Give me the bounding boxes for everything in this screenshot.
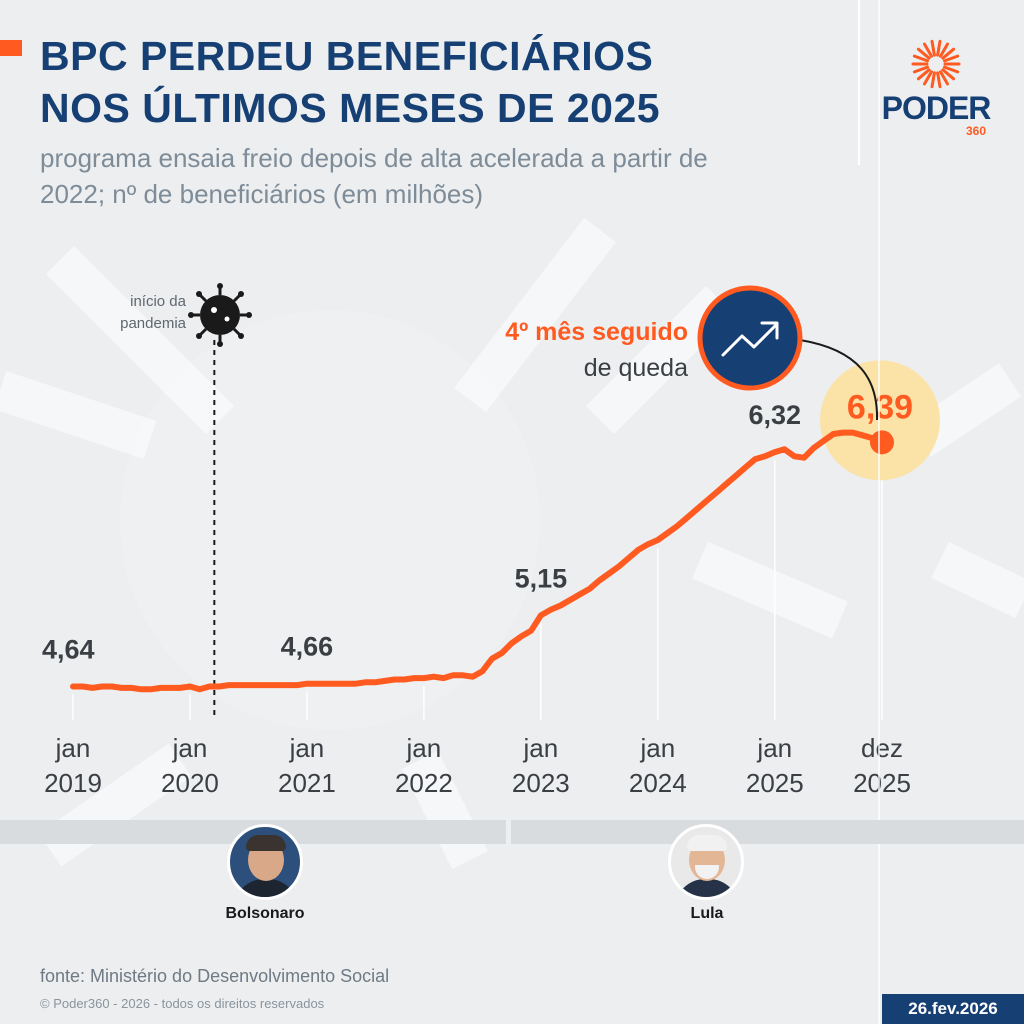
logo-ray <box>941 47 956 60</box>
chart-subtitle: programa ensaia freio depois de alta ace… <box>40 140 840 212</box>
pandemic-label-line1: início da <box>130 293 187 310</box>
data-label: 6,39 <box>847 388 913 426</box>
logo-ray <box>916 68 931 81</box>
tick-label-month: jan <box>172 733 208 763</box>
tick-label-month: jan <box>523 733 559 763</box>
chart-gridlines <box>72 450 883 720</box>
tick-label-year: 2025 <box>853 768 911 798</box>
tick-label-year: 2023 <box>512 768 570 798</box>
date-badge: 26.fev.2026 <box>882 994 1024 1024</box>
data-label: 6,32 <box>749 400 802 430</box>
tick-label-month: jan <box>639 733 675 763</box>
tick-label-month: jan <box>406 733 442 763</box>
trend-arrow-icon <box>697 285 803 391</box>
tick-label-month: jan <box>756 733 792 763</box>
x-axis-ticks: jan 2019 jan 2020 jan 2021 jan 2022 jan 2023 jan 20… <box>44 733 911 798</box>
series-line <box>70 429 885 693</box>
data-labels: 4,64 4,66 5,15 6,32 6,39 <box>42 388 913 664</box>
source-note: fonte: Ministério do Desenvolvimento Soc… <box>40 966 390 986</box>
logo-ray <box>930 71 936 89</box>
logo-word: PODER <box>881 90 992 126</box>
logo-ray <box>912 65 929 74</box>
subtitle-line2: 2022; nº de beneficiários (em milhões) <box>40 179 484 209</box>
tick-label-year: 2024 <box>629 768 687 798</box>
logo-ray <box>939 70 949 86</box>
title-line1: BPC PERDEU BENEFICIÁRIOS <box>40 33 654 79</box>
copyright-note: © Poder360 - 2026 - todos os direitos re… <box>40 996 325 1011</box>
lula-avatar <box>668 824 744 900</box>
background-decoration <box>0 217 1024 869</box>
tick-label-month: jan <box>55 733 91 763</box>
logo-ray <box>943 54 960 63</box>
tick-label-month: jan <box>289 733 325 763</box>
data-label: 4,64 <box>42 635 95 665</box>
logo-number: 360 <box>965 124 986 138</box>
data-label: 4,66 <box>281 632 334 662</box>
poder360-logo: PODER 360 <box>880 34 992 144</box>
callout-bold-text: 4º mês seguido <box>505 318 688 346</box>
pandemic-label-line2: pandemia <box>120 315 187 332</box>
tick-label-year: 2022 <box>395 768 453 798</box>
header-divider <box>858 0 860 165</box>
last-value-highlight <box>820 360 940 481</box>
logo-ray <box>939 42 949 58</box>
callout-connector <box>799 339 879 421</box>
lula-name: Lula <box>690 905 724 922</box>
logo-ray <box>912 54 929 63</box>
virus-icon <box>188 283 252 347</box>
sun-rays-icon <box>911 39 961 89</box>
tick-label-month: dez <box>861 733 903 763</box>
tick-label-year: 2020 <box>161 768 219 798</box>
highlight-circle <box>820 360 940 481</box>
logo-ray <box>923 70 933 86</box>
bolsonaro-avatar <box>227 824 303 900</box>
logo-ray <box>936 39 942 57</box>
tick-label-year: 2025 <box>746 768 804 798</box>
last-point-marker <box>870 430 894 455</box>
tick-label-year: 2019 <box>44 768 102 798</box>
logo-ray <box>941 68 956 81</box>
right-divider <box>878 0 880 1024</box>
title-accent-bar <box>0 40 22 56</box>
bolsonaro-name: Bolsonaro <box>225 905 305 922</box>
lula-term-band <box>511 820 1024 844</box>
logo-ray <box>923 42 933 58</box>
series-layer <box>70 429 894 693</box>
callout-text: de queda <box>584 354 688 382</box>
chart-title: BPC PERDEU BENEFICIÁRIOS NOS ÚLTIMOS MES… <box>40 30 800 134</box>
subtitle-line1: programa ensaia freio depois de alta ace… <box>40 143 708 173</box>
tick-label-year: 2021 <box>278 768 336 798</box>
logo-ray <box>916 47 931 60</box>
logo-ray <box>936 71 942 89</box>
data-label: 5,15 <box>515 563 568 593</box>
logo-ray <box>930 39 936 57</box>
logo-ray <box>943 65 960 74</box>
title-line2: NOS ÚLTIMOS MESES DE 2025 <box>40 85 661 131</box>
